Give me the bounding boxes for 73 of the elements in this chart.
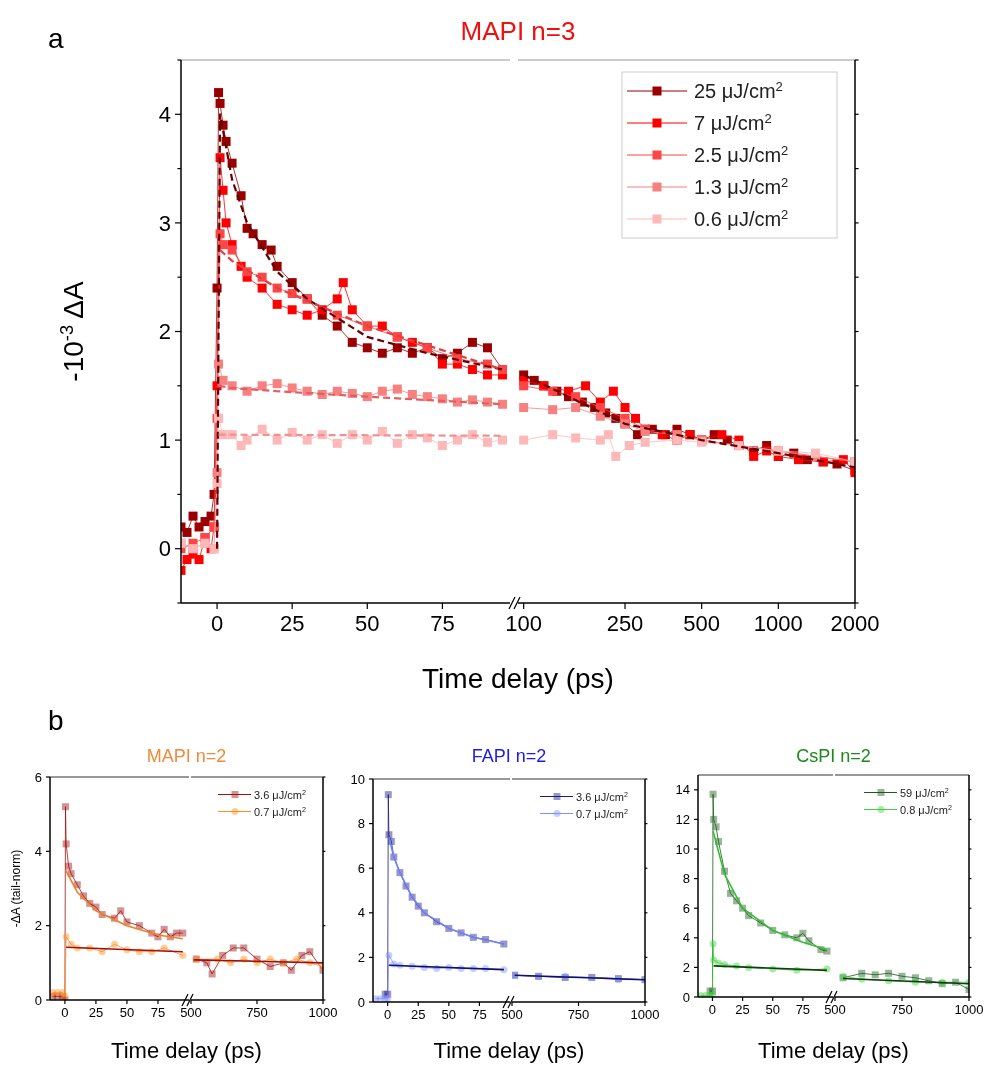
x-tick-label: 1000 bbox=[954, 1002, 984, 1017]
legend-label: 0.7 μJ/cm$^{2}$ bbox=[576, 807, 628, 820]
legend-label: 0.6 μJ/cm$^{2}$ bbox=[694, 206, 789, 230]
y-tick-label: 0 bbox=[158, 536, 171, 562]
legend-label: 3.6 μJ/cm$^{2}$ bbox=[576, 790, 628, 803]
x-tick-label: 250 bbox=[606, 611, 644, 636]
y-tick-label: 1 bbox=[158, 427, 171, 453]
y-tick-label: 8 bbox=[357, 816, 365, 832]
legend-label: 59 μJ/cm$^{2}$ bbox=[900, 786, 949, 799]
y-tick-label: 2 bbox=[158, 319, 171, 345]
x-tick-label: 100 bbox=[505, 611, 543, 636]
text: a bbox=[48, 23, 64, 54]
x-tick-label: 25 bbox=[411, 1007, 426, 1022]
x-tick-label: 500 bbox=[501, 1007, 523, 1022]
y-tick-label: 0 bbox=[682, 989, 690, 1005]
chart-title: MAPI n=3 bbox=[460, 16, 576, 46]
legend-label: 25 μJ/cm$^{2}$ bbox=[694, 78, 783, 102]
y-tick-label: 4 bbox=[682, 930, 690, 946]
legend-label: 7 μJ/cm$^{2}$ bbox=[694, 110, 772, 134]
x-tick-label: 0 bbox=[708, 1002, 717, 1017]
x-tick-label: 500 bbox=[683, 611, 721, 636]
y-tick-label: 10 bbox=[350, 771, 365, 787]
x-tick-label: 75 bbox=[472, 1007, 487, 1022]
x-tick-label: 0 bbox=[384, 1007, 392, 1022]
y-tick-label: 2 bbox=[357, 949, 365, 965]
y-tick-label: 2 bbox=[34, 918, 42, 934]
y-tick-label: 6 bbox=[682, 900, 690, 916]
legend-label: 0.7 μJ/cm$^{2}$ bbox=[254, 805, 306, 818]
legend-label: 1.3 μJ/cm$^{2}$ bbox=[694, 174, 789, 198]
x-tick-label: 0 bbox=[61, 1005, 69, 1020]
y-axis-title: -ΔA (tail-norm) bbox=[9, 849, 23, 928]
chart-title: FAPI n=2 bbox=[471, 746, 547, 766]
text: b bbox=[48, 705, 64, 736]
y-tick-label: 14 bbox=[675, 782, 690, 798]
legend-label: 2.5 μJ/cm$^{2}$ bbox=[694, 142, 789, 166]
x-tick-label: 500 bbox=[180, 1005, 202, 1020]
y-tick-label: 6 bbox=[34, 769, 42, 785]
x-tick-label: 50 bbox=[119, 1005, 135, 1020]
x-tick-label: 750 bbox=[246, 1005, 268, 1020]
x-tick-label: 25 bbox=[279, 611, 305, 636]
x-tick-label: 0 bbox=[210, 611, 224, 636]
x-tick-label: 500 bbox=[824, 1002, 846, 1017]
x-axis-title: Time delay (ps) bbox=[422, 663, 614, 694]
x-tick-label: 1000 bbox=[753, 611, 803, 636]
x-tick-label: 75 bbox=[795, 1002, 811, 1017]
y-tick-label: 4 bbox=[34, 843, 42, 859]
legend-label: 3.6 μJ/cm$^{2}$ bbox=[254, 788, 306, 801]
x-tick-label: 75 bbox=[150, 1005, 166, 1020]
x-tick-label: 50 bbox=[765, 1002, 780, 1017]
x-tick-label: 50 bbox=[441, 1007, 457, 1022]
x-tick-label: 25 bbox=[88, 1005, 104, 1020]
x-tick-label: 25 bbox=[735, 1002, 750, 1017]
chart-title: CsPI n=2 bbox=[796, 746, 871, 766]
x-tick-label: 2000 bbox=[830, 611, 880, 636]
legend-label: 0.8 μJ/cm$^{2}$ bbox=[900, 803, 952, 816]
y-tick-label: 4 bbox=[357, 905, 365, 921]
x-axis-title: Time delay (ps) bbox=[433, 1038, 585, 1063]
y-tick-label: 8 bbox=[682, 871, 690, 887]
x-tick-label: 750 bbox=[567, 1007, 590, 1022]
x-tick-label: 75 bbox=[430, 611, 455, 636]
chart-title: MAPI n=2 bbox=[146, 746, 227, 766]
y-tick-label: 2 bbox=[682, 959, 690, 975]
y-tick-label: 4 bbox=[158, 102, 171, 127]
y-tick-label: 12 bbox=[675, 811, 690, 827]
y-tick-label: 10 bbox=[675, 841, 690, 857]
x-tick-label: 50 bbox=[355, 611, 380, 636]
x-axis-title: Time delay (ps) bbox=[111, 1038, 262, 1063]
x-tick-label: 750 bbox=[891, 1002, 913, 1017]
y-tick-label: 3 bbox=[158, 210, 171, 236]
x-tick-label: 1000 bbox=[630, 1007, 660, 1022]
x-tick-label: 1000 bbox=[308, 1005, 338, 1020]
y-tick-label: 6 bbox=[357, 860, 365, 876]
x-axis-title: Time delay (ps) bbox=[758, 1038, 909, 1063]
